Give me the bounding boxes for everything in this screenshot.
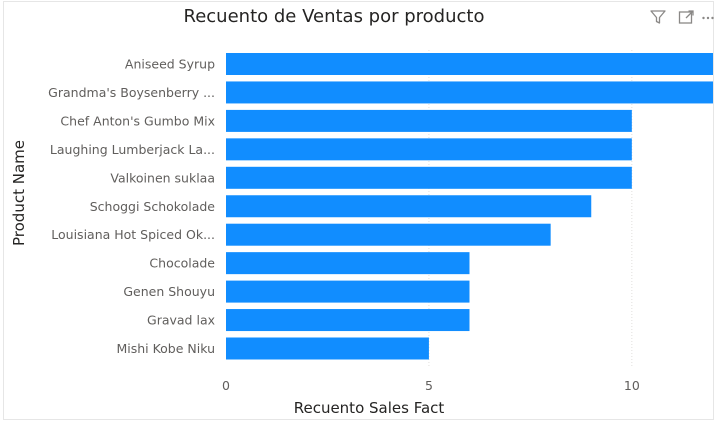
- bar[interactable]: [226, 81, 713, 104]
- category-labels: Aniseed Syrup Grandma's Boysenberry ... Ch…: [48, 57, 215, 357]
- bar[interactable]: [226, 252, 470, 275]
- more-options-icon[interactable]: [701, 8, 715, 26]
- bars: [226, 53, 713, 360]
- bar[interactable]: [226, 280, 470, 303]
- category-label: Chocolade: [149, 256, 215, 271]
- category-label: Chef Anton's Gumbo Mix: [60, 113, 215, 128]
- chart-title: Recuento de Ventas por producto: [183, 6, 485, 27]
- category-label: Valkoinen suklaa: [110, 170, 215, 185]
- bar[interactable]: [226, 166, 632, 189]
- category-label: Genen Shouyu: [123, 284, 215, 299]
- bar-chart-plot: Aniseed Syrup Grandma's Boysenberry ... Ch…: [10, 50, 713, 417]
- bar[interactable]: [226, 223, 551, 246]
- y-axis-title: Product Name: [10, 140, 28, 246]
- filter-icon[interactable]: [649, 8, 667, 26]
- bar[interactable]: [226, 309, 470, 332]
- x-axis-title: Recuento Sales Fact: [294, 399, 445, 417]
- chart-visual: Recuento de Ventas por producto Aniseed …: [3, 1, 714, 420]
- bar[interactable]: [226, 109, 632, 132]
- category-label: Laughing Lumberjack La...: [50, 142, 215, 157]
- category-label: Schoggi Schokolade: [90, 199, 216, 214]
- x-tick-label: 0: [222, 378, 230, 393]
- bar[interactable]: [226, 53, 713, 75]
- category-label: Mishi Kobe Niku: [116, 341, 215, 356]
- focus-mode-icon[interactable]: [677, 8, 695, 26]
- x-tick-label: 10: [624, 378, 640, 393]
- x-tick-labels: 0 5 10: [222, 378, 640, 393]
- category-label: Gravad lax: [147, 313, 215, 328]
- category-label: Grandma's Boysenberry ...: [48, 85, 215, 100]
- bar[interactable]: [226, 138, 632, 161]
- category-label: Aniseed Syrup: [125, 57, 215, 72]
- x-tick-label: 5: [425, 378, 433, 393]
- bar[interactable]: [226, 195, 592, 218]
- category-label: Louisiana Hot Spiced Ok...: [51, 227, 215, 242]
- bar[interactable]: [226, 337, 429, 360]
